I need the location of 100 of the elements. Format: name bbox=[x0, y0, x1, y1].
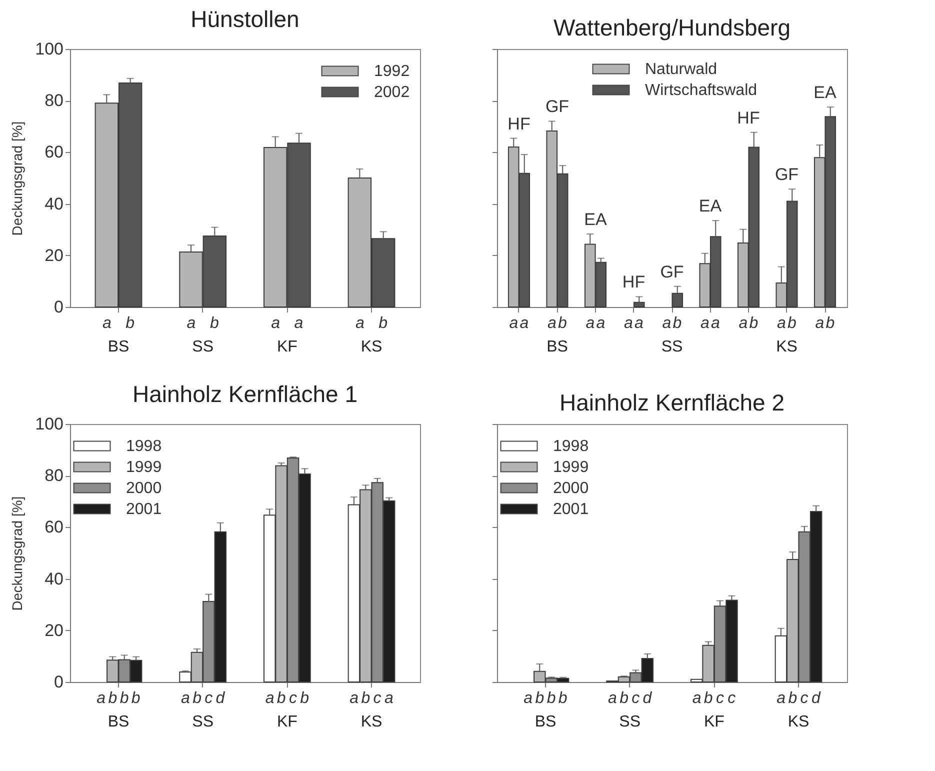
data-label: b bbox=[192, 690, 202, 707]
x-tick-label: KS bbox=[360, 338, 382, 356]
data-label: b bbox=[361, 690, 370, 707]
legend-label: 1999 bbox=[553, 459, 589, 476]
legend-label: Wirtschaftswald bbox=[645, 82, 758, 99]
x-tick-label: SS bbox=[619, 714, 641, 730]
x-tick-label: BS bbox=[534, 714, 556, 730]
y-tick-label: 100 bbox=[35, 414, 64, 434]
y-axis-title: Deckungsgrad [%] bbox=[9, 496, 26, 611]
data-label: a bbox=[520, 315, 529, 332]
x-tick-label: SS bbox=[661, 338, 683, 356]
data-label: a bbox=[548, 315, 557, 332]
chart-title: Hainholz Kernfläche 1 bbox=[132, 381, 358, 407]
data-label: c bbox=[728, 690, 736, 707]
data-label: b bbox=[378, 315, 388, 332]
chart-title: Wattenberg/Hundsberg bbox=[554, 14, 790, 40]
annotation: HF bbox=[508, 114, 530, 134]
data-label: b bbox=[749, 315, 758, 332]
data-label: a bbox=[738, 315, 748, 332]
data-label: a bbox=[102, 315, 112, 332]
data-label: b bbox=[120, 690, 129, 707]
legend-label: 1998 bbox=[553, 438, 589, 455]
legend-label: 1998 bbox=[126, 438, 162, 455]
y-tick-label: 40 bbox=[44, 569, 64, 588]
data-label: b bbox=[672, 315, 682, 332]
data-label: b bbox=[620, 690, 629, 707]
y-tick-label: 80 bbox=[44, 91, 64, 110]
data-label: c bbox=[632, 690, 640, 707]
legend-label: 2002 bbox=[374, 84, 410, 101]
data-label: a bbox=[692, 690, 702, 707]
data-label: a bbox=[662, 315, 672, 332]
data-label: a bbox=[624, 315, 634, 332]
x-tick-label: SS bbox=[192, 338, 214, 356]
annotation: EA bbox=[584, 210, 608, 229]
data-label: b bbox=[558, 315, 568, 332]
y-axis-title: Deckungsgrad [%] bbox=[9, 121, 26, 236]
data-label: a bbox=[355, 315, 364, 332]
y-tick-label: 20 bbox=[44, 620, 64, 640]
data-label: a bbox=[524, 690, 533, 707]
data-label: a bbox=[271, 315, 280, 332]
data-label: b bbox=[535, 690, 544, 707]
y-tick-label: 80 bbox=[44, 466, 64, 486]
annotation: HF bbox=[737, 108, 760, 128]
annotation: GF bbox=[545, 97, 570, 116]
annotation: EA bbox=[698, 196, 722, 216]
data-label: a bbox=[776, 690, 786, 707]
data-label: c bbox=[800, 690, 808, 707]
data-label: a bbox=[265, 690, 274, 707]
x-tick-label: KS bbox=[788, 714, 810, 730]
data-label: a bbox=[608, 690, 617, 707]
data-label: d bbox=[811, 690, 822, 707]
data-label: a bbox=[384, 690, 394, 707]
y-tick-label: 20 bbox=[44, 246, 64, 265]
x-tick-label: KS bbox=[360, 714, 382, 730]
y-tick-label: 100 bbox=[35, 40, 64, 58]
data-label: c bbox=[288, 690, 297, 707]
chart-title: Hainholz Kernfläche 2 bbox=[559, 390, 785, 416]
annotation: GF bbox=[774, 165, 799, 184]
legend-label: 1992 bbox=[374, 63, 410, 80]
x-tick-label: BS bbox=[108, 714, 130, 730]
data-label: b bbox=[788, 315, 797, 332]
y-tick-label: 60 bbox=[44, 142, 64, 162]
data-label: d bbox=[642, 690, 653, 707]
data-label: a bbox=[186, 315, 196, 332]
data-label: a bbox=[634, 315, 644, 332]
data-label: a bbox=[180, 690, 190, 707]
data-label: b bbox=[546, 690, 556, 707]
data-label: b bbox=[704, 690, 713, 707]
x-tick-label: BS bbox=[546, 338, 568, 356]
data-label: b bbox=[788, 690, 798, 707]
data-label: a bbox=[294, 315, 304, 332]
data-label: b bbox=[300, 690, 310, 707]
data-label: c bbox=[373, 690, 382, 707]
x-tick-label: KS bbox=[776, 338, 798, 356]
data-label: c bbox=[716, 690, 724, 707]
legend-label: 1999 bbox=[126, 459, 162, 476]
data-label: a bbox=[815, 315, 824, 332]
data-label: a bbox=[509, 315, 518, 332]
y-tick-label: 60 bbox=[44, 518, 64, 537]
data-label: a bbox=[350, 690, 359, 707]
x-tick-label: SS bbox=[192, 714, 214, 730]
data-label: b bbox=[108, 690, 118, 707]
data-label: c bbox=[204, 690, 213, 707]
data-label: b bbox=[131, 690, 140, 707]
legend-label: Naturwald bbox=[645, 61, 718, 78]
x-tick-label: KF bbox=[704, 714, 725, 730]
data-label: a bbox=[700, 315, 710, 332]
x-tick-label: KF bbox=[276, 714, 298, 730]
legend-label: 2001 bbox=[126, 501, 162, 518]
x-tick-label: BS bbox=[108, 338, 130, 356]
annotation: GF bbox=[660, 262, 684, 282]
data-label: d bbox=[216, 690, 226, 707]
y-tick-label: 0 bbox=[54, 298, 64, 316]
data-label: b bbox=[276, 690, 286, 707]
data-label: a bbox=[711, 315, 720, 332]
data-label: b bbox=[558, 690, 568, 707]
annotation: EA bbox=[814, 83, 837, 102]
data-label: a bbox=[586, 315, 595, 332]
x-tick-label: KF bbox=[276, 338, 298, 356]
chart-title: Hünstollen bbox=[190, 6, 300, 32]
